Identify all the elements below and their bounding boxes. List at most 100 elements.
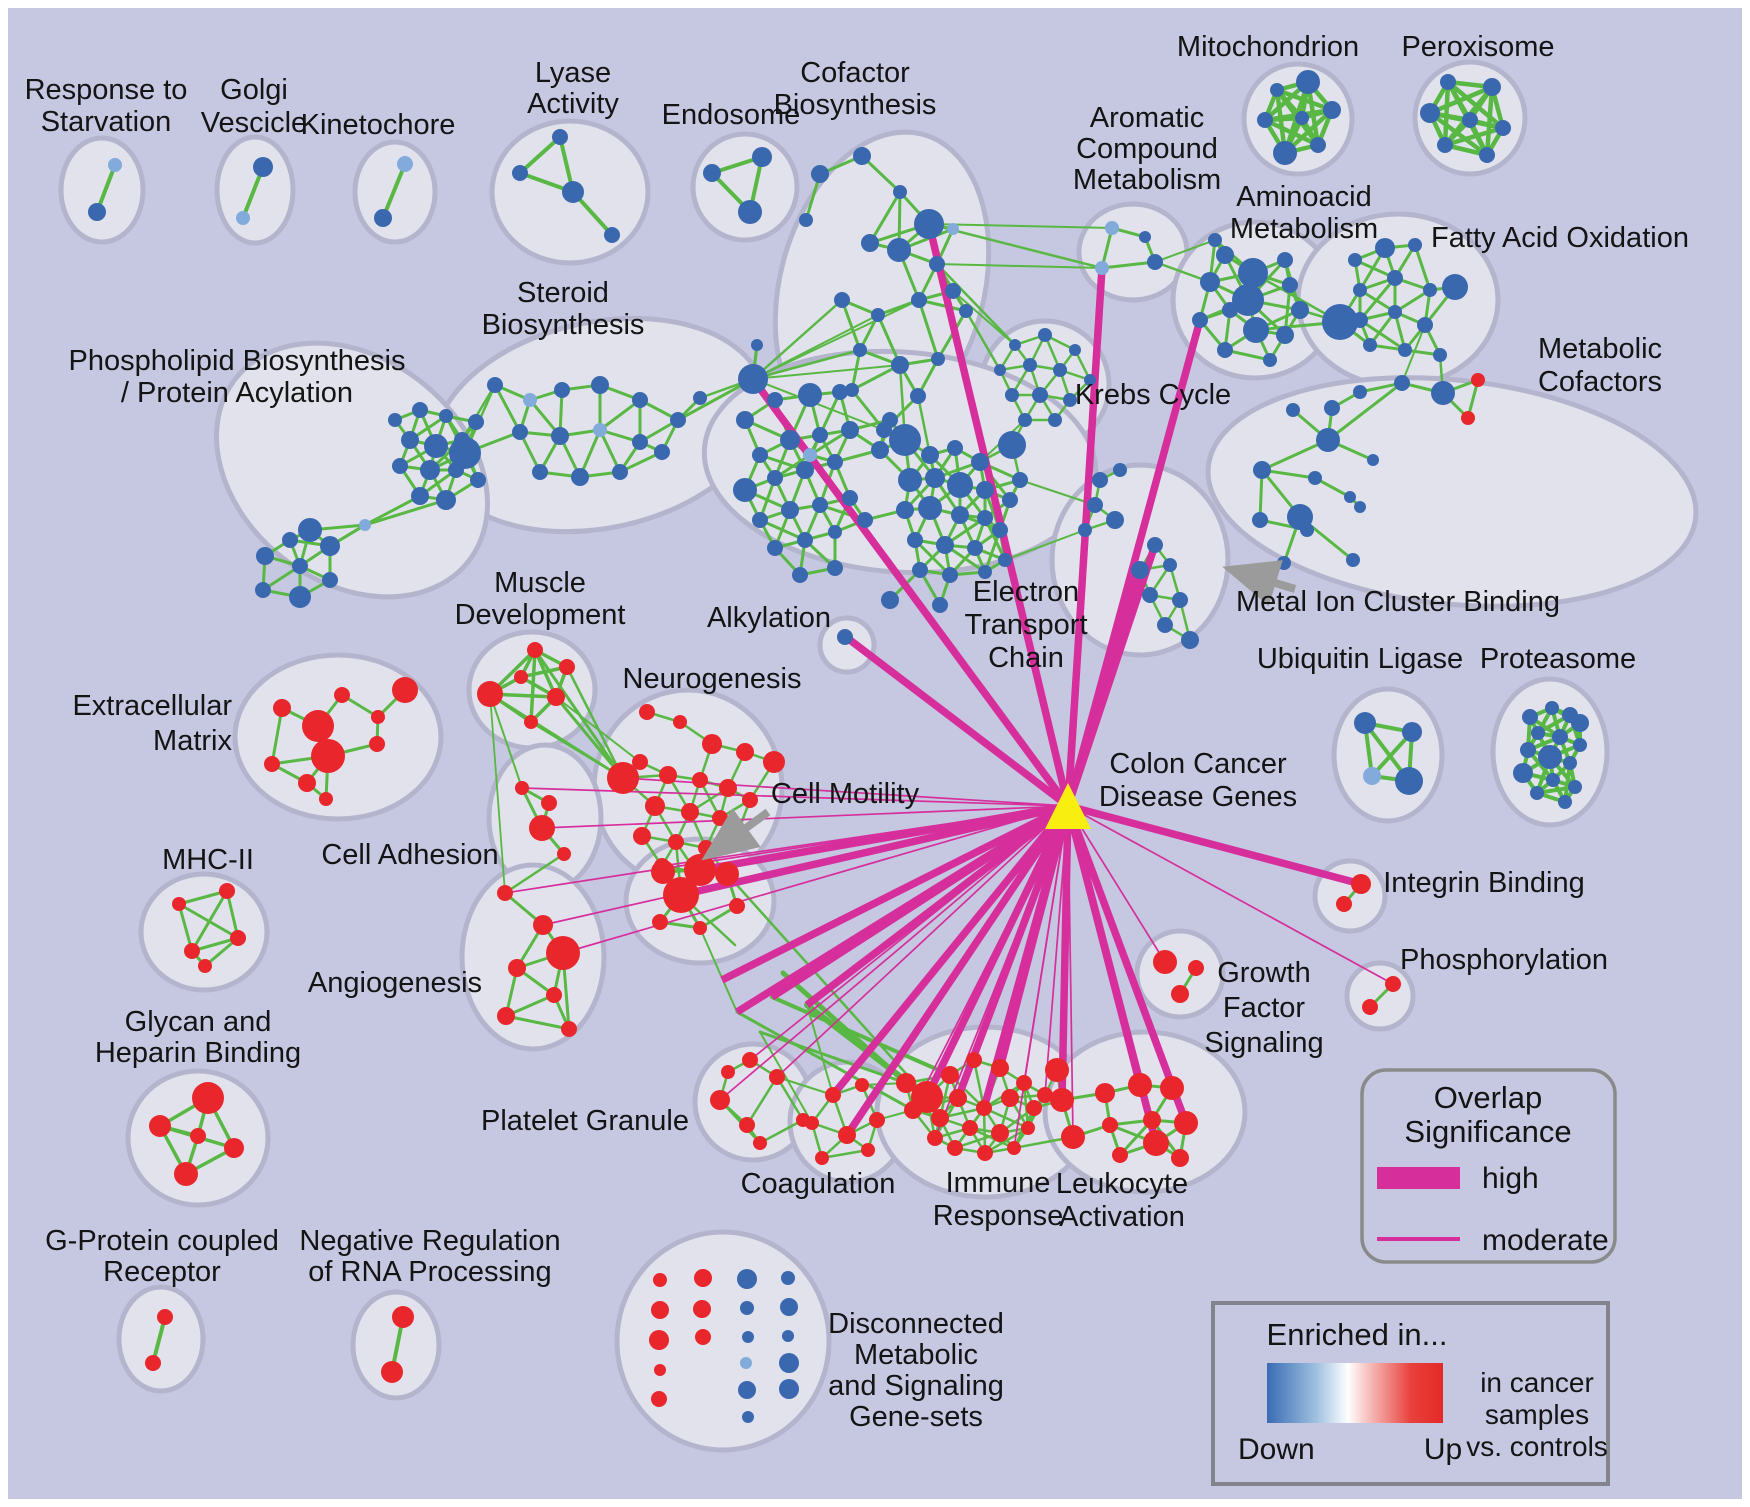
electron-transport-chain-label: Chain: [988, 642, 1064, 674]
disconnected-gene-sets-node: [740, 1301, 754, 1315]
neurogenesis-node: [719, 779, 737, 797]
disconnected-gene-sets-node: [738, 1381, 756, 1399]
krebs-cycle-node: [1009, 339, 1021, 351]
krebs-cycle-label: Krebs Cycle: [1075, 379, 1231, 411]
proteasome-label: Proteasome: [1480, 643, 1636, 675]
metabolic-cofactors-label: Metabolic: [1538, 333, 1662, 365]
fatty-acid-oxidation-node: [1387, 270, 1403, 286]
krebs-cycle-node: [1023, 358, 1037, 372]
proteasome-node: [1571, 714, 1589, 732]
metal-ion-cluster-binding-node: [1172, 592, 1188, 608]
overlap-edge-high: [843, 634, 1071, 809]
alkylation-node: [837, 629, 853, 645]
immune-response-node: [927, 1130, 943, 1146]
disconnected-gene-sets-node: [781, 1271, 795, 1285]
angiogenesis-label: Angiogenesis: [308, 967, 482, 999]
metabolic-cofactors-node: [1367, 454, 1379, 466]
cofactor-biosynthesis-label: Cofactor: [800, 57, 910, 89]
phospholipid-biosynthesis-label: / Protein Acylation: [121, 377, 353, 409]
inter-cluster-edge: [489, 693, 506, 894]
krebs-cycle-node: [1005, 388, 1019, 402]
muscle-development-node: [559, 659, 575, 675]
aminoacid-metabolism-node: [1263, 353, 1277, 367]
mhc-ii-edge: [190, 889, 229, 953]
aromatic-compound-metabolism-node: [1139, 231, 1151, 243]
neurogenesis-node: [763, 751, 785, 773]
aromatic-compound-metabolism-label: Aromatic: [1090, 102, 1204, 134]
inter-cluster-edge: [759, 1031, 813, 1124]
fatty-acid-oxidation-label: Fatty Acid Oxidation: [1431, 222, 1689, 254]
disconnected-gene-sets-label: and Signaling: [828, 1370, 1004, 1402]
neurogenesis-node: [698, 840, 714, 856]
leukocyte-activation-node: [1095, 1083, 1115, 1103]
electron-transport-chain-node: [857, 512, 873, 528]
electron-transport-chain-node: [767, 392, 783, 408]
fatty-acid-oxidation-node: [1423, 283, 1437, 297]
coagulation-node: [815, 1151, 829, 1165]
kinetochore-edge: [381, 162, 407, 220]
extracellular-matrix-node: [319, 792, 333, 806]
aminoacid-metabolism-node: [1192, 312, 1208, 328]
enriched-note-line2: samples: [1485, 1399, 1589, 1430]
cofactor-biosynthesis-node: [959, 304, 973, 318]
platelet-granule-edge: [775, 1075, 805, 1122]
steroid-biosynthesis-node: [738, 364, 768, 394]
electron-transport-chain-node: [767, 540, 783, 556]
aminoacid-metabolism-node: [1216, 246, 1234, 264]
cofactor-biosynthesis-node: [891, 356, 909, 374]
peroxisome-node: [1479, 147, 1495, 163]
cell-motility-node: [693, 921, 707, 935]
cell-adhesion-node: [515, 781, 529, 795]
cell-motility-node: [684, 854, 716, 886]
proteasome-node: [1573, 738, 1587, 752]
steroid-biosynthesis-node: [751, 339, 763, 351]
immune-response-node: [966, 1052, 982, 1068]
glycan-heparin-binding-node: [174, 1162, 198, 1186]
electron-transport-chain-node: [827, 454, 843, 470]
metabolic-cofactors-node: [1353, 385, 1367, 399]
immune-response-node: [1016, 1075, 1032, 1091]
overlap-edge-high: [1067, 802, 1362, 888]
golgi-vescicle-node: [236, 211, 250, 225]
extracellular-matrix-node: [392, 677, 418, 703]
proteasome-node: [1558, 795, 1572, 809]
electron-transport-chain-node: [796, 461, 814, 479]
steroid-biosynthesis-node: [571, 468, 589, 486]
proteasome-node: [1530, 786, 1544, 800]
immune-response-node: [1021, 1121, 1035, 1135]
negative-regulation-rna-processing-node: [392, 1306, 414, 1328]
neurogenesis-label: Neurogenesis: [623, 663, 802, 695]
krebs-cycle-node: [1084, 374, 1096, 386]
overlap-edge-high: [925, 223, 1072, 807]
peroxisome-label: Peroxisome: [1401, 31, 1554, 63]
leukocyte-activation-node: [1171, 1149, 1189, 1167]
cofactor-biosynthesis-node: [845, 383, 859, 397]
immune-response-edge: [983, 1126, 1030, 1155]
phospholipid-biosynthesis-node: [298, 518, 322, 542]
neurogenesis-node: [673, 715, 687, 729]
inter-cluster-edge: [916, 394, 932, 457]
disconnected-gene-sets-node: [742, 1331, 754, 1343]
electron-transport-chain-node: [767, 470, 783, 486]
proteasome-node: [1520, 742, 1536, 758]
muscle-development-edge: [529, 648, 537, 724]
aminoacid-metabolism-node: [1200, 272, 1220, 292]
disconnected-gene-sets-node: [740, 1357, 752, 1369]
inter-cluster-edge: [751, 348, 862, 381]
extracellular-matrix-node: [264, 756, 280, 772]
phospholipid-biosynthesis-node: [320, 536, 340, 556]
extracellular-matrix-node: [371, 710, 385, 724]
mhc-ii-node: [230, 930, 246, 946]
metabolic-cofactors-node: [1287, 504, 1313, 530]
fatty-acid-oxidation-node: [1348, 253, 1362, 267]
electron-transport-chain-node: [925, 468, 945, 488]
g-protein-coupled-receptor-label: G-Protein coupled: [45, 1225, 279, 1257]
aminoacid-metabolism-node: [1208, 233, 1222, 247]
coagulation-edge: [820, 1148, 870, 1160]
aromatic-compound-metabolism-edge: [1100, 260, 1157, 270]
mitochondrion-edge: [1262, 117, 1321, 148]
electron-transport-chain-node: [882, 412, 898, 428]
metabolic-cofactors-label: Cofactors: [1538, 366, 1662, 398]
metabolic-cofactors-node: [1286, 403, 1300, 417]
immune-response-node: [977, 1145, 993, 1161]
